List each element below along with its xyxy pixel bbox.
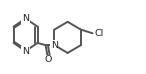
Text: N: N	[22, 47, 29, 56]
Text: Cl: Cl	[95, 29, 104, 38]
Text: N: N	[22, 14, 29, 23]
Text: O: O	[44, 55, 52, 64]
Text: N: N	[51, 41, 58, 50]
